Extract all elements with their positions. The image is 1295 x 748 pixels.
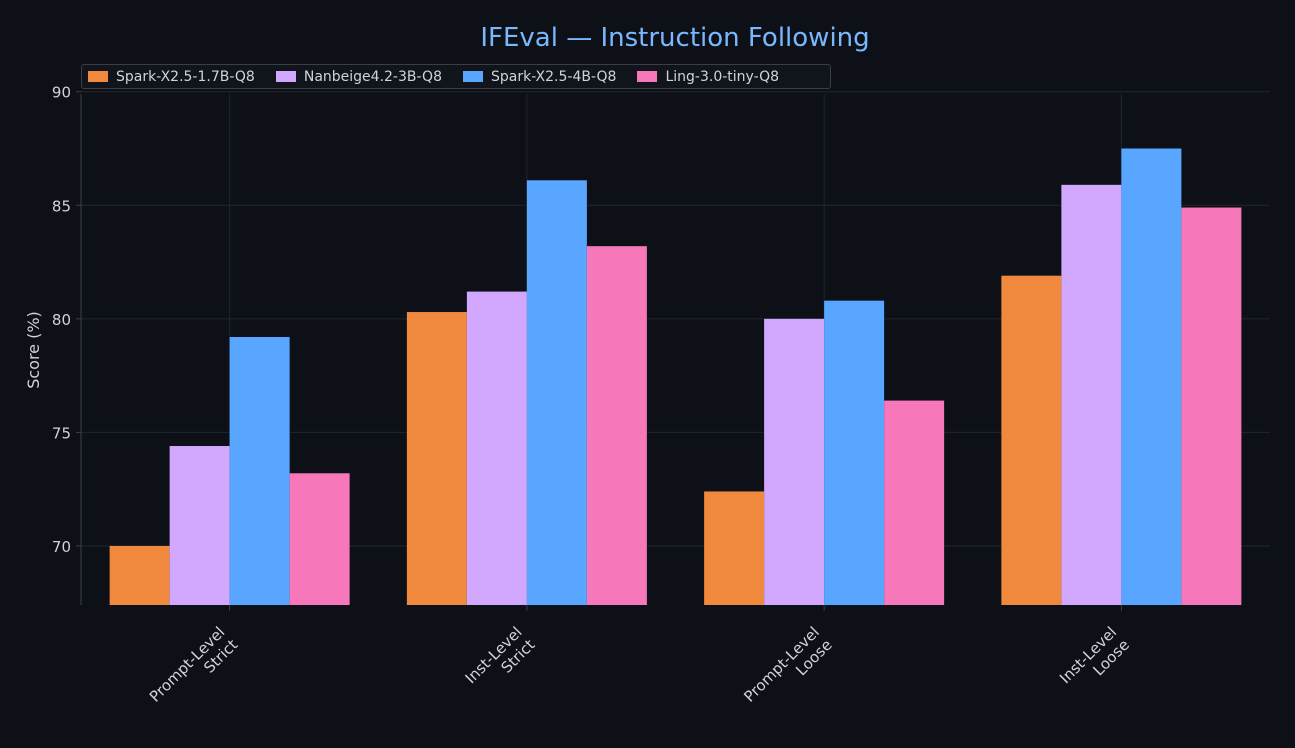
bar — [1001, 275, 1062, 605]
bar — [406, 312, 467, 605]
y-tick-label: 75 — [52, 424, 71, 442]
legend-label: Spark-X2.5-1.7B-Q8 — [116, 68, 255, 85]
legend-label: Nanbeige4.2-3B-Q8 — [303, 68, 442, 85]
legend-item: Spark-X2.5-1.7B-Q8 — [88, 69, 255, 85]
bar — [704, 491, 765, 605]
legend-swatch — [88, 71, 108, 82]
legend-swatch — [275, 71, 296, 82]
bar — [526, 180, 587, 605]
x-tick-label: Prompt-LevelStrict — [146, 623, 241, 718]
bar — [109, 545, 170, 605]
bar — [764, 318, 825, 605]
bars-layer — [109, 148, 1242, 606]
bar — [1061, 184, 1122, 605]
bar — [586, 246, 647, 606]
legend-swatch — [462, 71, 483, 82]
x-tick-label: Inst-LevelLoose — [1056, 623, 1133, 700]
chart-title: IFEval — Instruction Following — [480, 23, 869, 53]
y-axis-label: Score (%) — [24, 311, 43, 389]
y-tick-label: 85 — [52, 197, 71, 215]
bar — [289, 473, 350, 605]
bar — [1121, 148, 1182, 606]
y-tick-label: 90 — [52, 84, 71, 102]
bar — [466, 291, 527, 605]
legend-item: Nanbeige4.2-3B-Q8 — [275, 68, 442, 85]
y-tick-label: 70 — [52, 538, 71, 556]
bar — [824, 300, 885, 605]
bar — [884, 400, 945, 605]
legend-swatch — [637, 71, 658, 82]
legend-item: Spark-X2.5-4B-Q8 — [462, 68, 617, 85]
x-tick-label: Prompt-LevelLoose — [740, 623, 835, 718]
legend-label: Spark-X2.5-4B-Q8 — [490, 68, 617, 85]
legend-label: Ling-3.0-tiny-Q8 — [665, 68, 780, 85]
bar — [1181, 207, 1242, 606]
y-tick-label: 80 — [52, 311, 71, 329]
bar — [229, 337, 290, 605]
bar — [169, 446, 230, 605]
chart-legend: Spark-X2.5-1.7B-Q8 Nanbeige4.2-3B-Q8 Spark… — [81, 64, 831, 89]
legend-item: Ling-3.0-tiny-Q8 — [637, 69, 779, 85]
x-tick-label: Inst-LevelStrict — [462, 623, 539, 700]
